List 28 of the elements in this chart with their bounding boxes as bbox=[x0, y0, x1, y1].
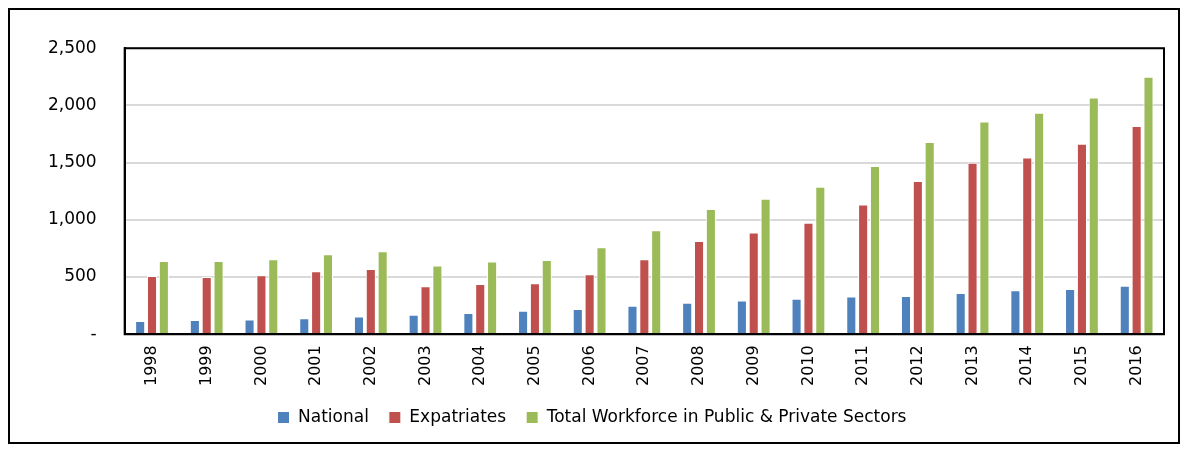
x-tick-label: 2013 bbox=[961, 345, 981, 386]
y-tick-label: 500 bbox=[64, 265, 97, 286]
x-tick-label: 2015 bbox=[1071, 345, 1091, 386]
y-tick-label: 2,000 bbox=[48, 93, 97, 114]
y-tick-label: 1,500 bbox=[48, 151, 97, 172]
x-tick-label: 2001 bbox=[305, 345, 325, 386]
x-tick-label: 2012 bbox=[907, 345, 926, 386]
y-tick-label: 2,500 bbox=[48, 36, 97, 57]
y-tick-label: 1,000 bbox=[48, 208, 97, 229]
x-tick-label: 2007 bbox=[633, 345, 653, 386]
x-tick-label: 2004 bbox=[469, 345, 489, 386]
x-tick-label: 1998 bbox=[141, 345, 161, 386]
y-tick-label: - bbox=[90, 322, 97, 343]
x-tick-label: 2006 bbox=[578, 345, 598, 386]
legend-label: Total Workforce in Public & Private Sectors bbox=[545, 405, 907, 426]
x-tick-label: 2010 bbox=[797, 345, 817, 386]
x-tick-label: 2009 bbox=[742, 345, 762, 386]
x-tick-label: 2016 bbox=[1125, 345, 1145, 386]
x-tick-label: 2011 bbox=[852, 345, 872, 386]
legend-label: Expatriates bbox=[409, 405, 507, 426]
x-tick-label: 2014 bbox=[1016, 345, 1036, 386]
x-tick-label: 1999 bbox=[195, 345, 215, 386]
legend-label: National bbox=[298, 405, 369, 426]
x-tick-label: 2002 bbox=[359, 345, 379, 386]
x-tick-label: 2003 bbox=[414, 345, 434, 386]
x-tick-label: 2005 bbox=[524, 345, 544, 386]
x-tick-label: 2000 bbox=[250, 345, 270, 386]
x-tick-label: 2008 bbox=[688, 345, 708, 386]
